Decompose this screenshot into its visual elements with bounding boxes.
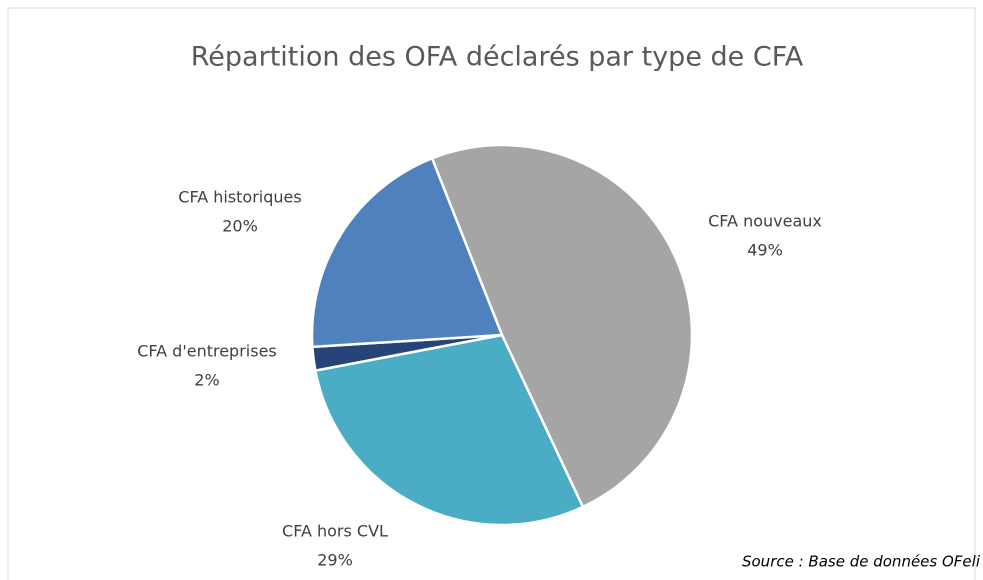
- slice-label: CFA historiques: [178, 188, 301, 207]
- chart-title: Répartition des OFA déclarés par type de…: [191, 42, 804, 73]
- pie-slice: [310, 156, 504, 349]
- pie-slice: [430, 143, 694, 509]
- slice-value-label: 20%: [222, 217, 258, 236]
- source-note: Source : Base de données OFeli: [742, 553, 981, 571]
- chart-frame: [7, 7, 976, 580]
- slice-label: CFA hors CVL: [282, 522, 388, 541]
- slice-label: CFA nouveaux: [708, 212, 822, 231]
- slice-value-label: 2%: [194, 371, 219, 390]
- pie-slice: [313, 333, 585, 527]
- slice-value-label: 29%: [317, 551, 353, 570]
- slice-label: CFA d'entreprises: [137, 342, 277, 361]
- slice-value-label: 49%: [747, 241, 783, 260]
